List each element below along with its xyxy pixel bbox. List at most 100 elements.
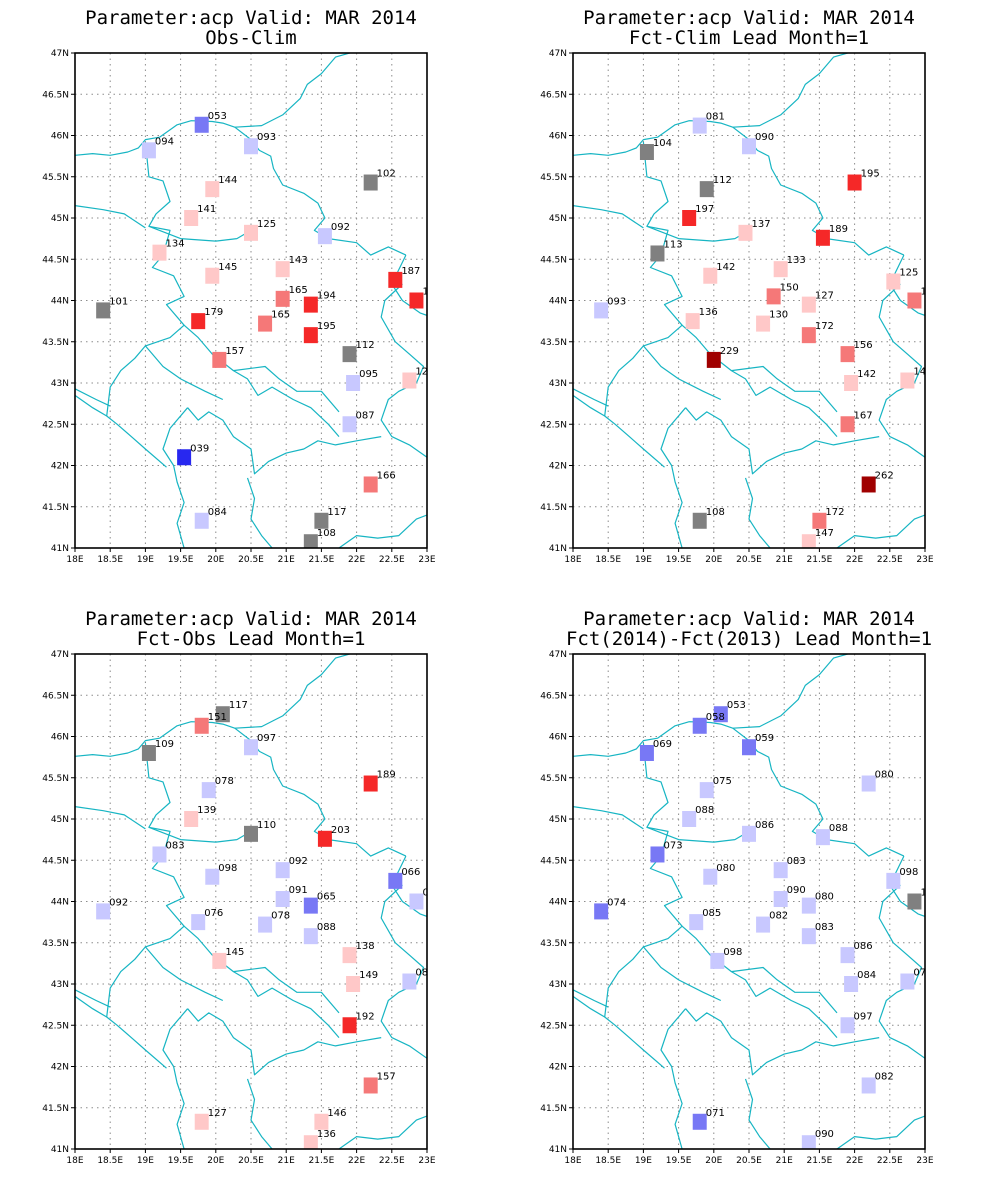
station-value-label: 143	[289, 255, 308, 266]
station-marker	[409, 893, 424, 910]
lat-tick-label: 42N	[549, 462, 567, 472]
lat-tick-label: 45.5N	[540, 173, 567, 183]
station-value-label: 172	[825, 507, 844, 518]
lat-tick-label: 43N	[51, 980, 69, 990]
station-value-label: 066	[401, 867, 420, 878]
lon-tick-label: 20.5E	[736, 1156, 762, 1166]
station-marker	[703, 868, 718, 885]
station-value-label: 144	[218, 175, 237, 186]
station-value-label: 145	[225, 947, 244, 958]
station-value-label: 088	[829, 823, 848, 834]
station-value-label: 197	[695, 204, 714, 215]
station-value-label: 203	[331, 825, 350, 836]
station-value-label: 090	[755, 132, 774, 143]
lat-tick-label: 41N	[549, 1145, 567, 1155]
lon-tick-label: 19.5E	[666, 555, 692, 565]
country-borders	[573, 654, 925, 1149]
lon-tick-label: 22E	[846, 1156, 863, 1166]
station-value-label: 110	[257, 820, 276, 831]
station-marker	[801, 327, 816, 344]
lon-tick-label: 21E	[278, 555, 295, 565]
panel-title: Parameter:acp Valid: MAR 2014	[85, 608, 417, 630]
station-value-label: 069	[653, 739, 672, 750]
station-marker	[801, 897, 816, 914]
lat-tick-label: 43N	[549, 379, 567, 389]
station-value-label: 088	[415, 968, 434, 979]
station-value-label: 133	[787, 255, 806, 266]
station-value-label: 136	[317, 1129, 336, 1140]
station-value-label: 117	[327, 507, 346, 518]
station-markers: 053 094 093 102 144 141 125 092 134 143 145 187 165 1…	[96, 111, 427, 548]
lon-tick-label: 18E	[564, 555, 581, 565]
station-marker	[773, 261, 788, 278]
station-value-label: 080	[815, 892, 834, 903]
lat-tick-label: 44.5N	[42, 856, 69, 866]
lon-tick-label: 18E	[66, 555, 83, 565]
station-marker	[244, 224, 258, 241]
station-value-label: 189	[377, 770, 396, 781]
lat-tick-label: 46N	[51, 132, 69, 142]
axis-ticks: 18E 18.5E 19E 19.5E 20E 20.5E 21E 21.5E 22E 22.5E…	[540, 49, 934, 565]
station-marker	[594, 903, 609, 920]
lat-tick-label: 45N	[549, 214, 567, 224]
station-value-label: 229	[720, 346, 739, 357]
station-value-label: 142	[716, 262, 735, 273]
lat-tick-label: 45N	[51, 815, 69, 825]
station-marker	[639, 144, 654, 160]
station-marker	[212, 351, 227, 368]
lon-tick-label: 21E	[278, 1156, 295, 1166]
lat-tick-label: 41N	[549, 544, 567, 554]
station-value-label: 082	[875, 1071, 894, 1082]
lon-tick-label: 20E	[705, 1156, 722, 1166]
station-marker	[314, 1113, 329, 1130]
lon-tick-label: 18.5E	[97, 555, 123, 565]
lat-tick-label: 42.5N	[540, 1021, 567, 1031]
station-value-label: 053	[208, 111, 227, 122]
axis-ticks: 18E 18.5E 19E 19.5E 20E 20.5E 21E 21.5E 22E 22.5E…	[540, 650, 934, 1166]
lat-tick-label: 45.5N	[42, 173, 69, 183]
lon-tick-label: 20.5E	[238, 555, 264, 565]
station-value-label: 189	[829, 224, 848, 235]
station-value-label: 142	[857, 369, 876, 380]
lat-tick-label: 43.5N	[540, 338, 567, 348]
station-value-label: 125	[899, 268, 918, 279]
station-value-label: 097	[257, 733, 276, 744]
station-marker	[886, 273, 901, 290]
station-marker	[388, 872, 403, 889]
station-marker	[692, 1113, 707, 1130]
station-value-label: 104	[653, 138, 672, 149]
station-value-label: 077	[913, 968, 932, 979]
station-marker	[815, 829, 830, 846]
lon-tick-label: 20E	[207, 1156, 224, 1166]
station-value-label: 076	[204, 908, 223, 919]
station-value-label: 097	[854, 1011, 873, 1022]
station-value-label: 127	[208, 1108, 227, 1119]
station-value-label: 080	[875, 770, 894, 781]
station-marker	[685, 313, 700, 330]
lon-tick-label: 22E	[348, 1156, 365, 1166]
station-value-label: 086	[854, 941, 873, 952]
lat-tick-label: 47N	[549, 650, 567, 660]
station-value-label: 166	[377, 470, 396, 481]
station-value-label: 150	[780, 282, 799, 293]
lon-tick-label: 20E	[207, 555, 224, 565]
station-value-label: 078	[271, 911, 290, 922]
station-marker	[215, 706, 230, 723]
lon-tick-label: 18E	[564, 1156, 581, 1166]
station-value-label: 087	[356, 410, 375, 421]
station-marker	[907, 893, 922, 910]
station-value-label: 083	[815, 922, 834, 933]
lon-tick-label: 19.5E	[168, 555, 194, 565]
lon-tick-label: 21.5E	[807, 555, 833, 565]
lat-tick-label: 45.5N	[42, 774, 69, 784]
station-marker	[342, 947, 357, 964]
lon-tick-label: 22E	[846, 555, 863, 565]
lat-tick-label: 46N	[549, 132, 567, 142]
lon-tick-label: 19E	[635, 1156, 652, 1166]
station-marker	[152, 846, 167, 863]
station-value-label: 086	[422, 888, 441, 899]
lat-tick-label: 42N	[51, 462, 69, 472]
lon-tick-label: 23E	[916, 1156, 933, 1166]
